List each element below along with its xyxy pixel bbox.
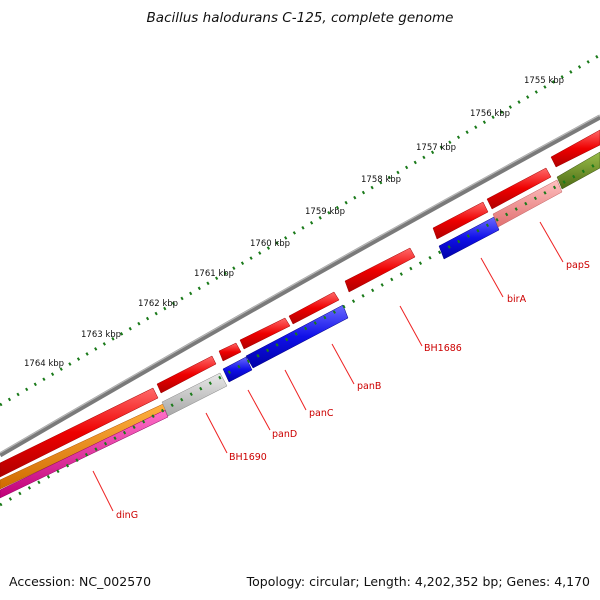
gene-forward xyxy=(432,201,489,240)
gene-label-panb: panB xyxy=(357,381,381,392)
genome-backbone xyxy=(0,114,600,458)
scale-label: 1762 kbp xyxy=(138,299,178,309)
gene-forward xyxy=(288,291,340,325)
gene-reverse xyxy=(245,304,349,369)
gene-label-panc: panC xyxy=(309,408,334,419)
scale-label: 1757 kbp xyxy=(416,143,456,153)
gene-forward xyxy=(239,317,291,350)
scale-label: 1760 kbp xyxy=(250,239,290,249)
gene-label-bh1686: BH1686 xyxy=(424,343,462,354)
gene-label-ding: dinG xyxy=(116,510,138,521)
genome-stats-text: Topology: circular; Length: 4,202,352 bp… xyxy=(246,574,590,589)
gene-magenta xyxy=(0,409,169,499)
gene-forward xyxy=(486,167,552,210)
scale-label: 1756 kbp xyxy=(470,109,510,119)
gene-forward xyxy=(344,247,416,293)
gene-forward xyxy=(218,342,242,362)
scale-tick-arc xyxy=(0,53,600,407)
gene-forward xyxy=(550,129,600,168)
scale-label: 1763 kbp xyxy=(81,330,121,340)
scale-label: 1755 kbp xyxy=(524,76,564,86)
gene-label-bh1690: BH1690 xyxy=(229,452,267,463)
gene-label-bira: birA xyxy=(507,294,527,305)
gene-reverse xyxy=(438,216,500,260)
scale-label: 1761 kbp xyxy=(194,269,234,279)
gene-orange xyxy=(0,403,167,490)
gene-olive xyxy=(556,151,600,190)
scale-label: 1764 kbp xyxy=(24,359,64,369)
label-leaders xyxy=(92,221,564,512)
gene-reverse xyxy=(222,356,253,383)
scale-label: 1758 kbp xyxy=(361,175,401,185)
gene-forward xyxy=(156,355,217,394)
accession-text: Accession: NC_002570 xyxy=(9,574,152,589)
gene-label-paps: papS xyxy=(566,260,590,271)
genome-backbone-highlight xyxy=(0,114,600,454)
map-title: Bacillus halodurans C-125, complete geno… xyxy=(146,10,454,26)
gene-forward xyxy=(0,387,159,478)
gene-label-pand: panD xyxy=(272,429,297,440)
scale-label: 1759 kbp xyxy=(305,207,345,217)
